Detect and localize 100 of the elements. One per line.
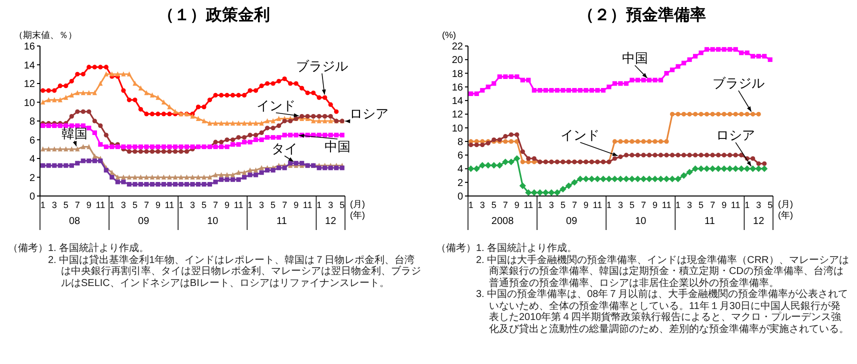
point bbox=[230, 142, 236, 147]
point bbox=[720, 165, 728, 172]
point bbox=[710, 152, 715, 158]
point bbox=[316, 166, 322, 170]
point bbox=[328, 132, 333, 138]
point bbox=[172, 149, 178, 154]
x-tick-label: 1 bbox=[606, 200, 612, 210]
point bbox=[474, 142, 479, 148]
point bbox=[98, 64, 103, 70]
point bbox=[202, 182, 206, 187]
point bbox=[138, 182, 144, 187]
x-tick-label: 11 bbox=[302, 200, 312, 210]
point bbox=[132, 149, 138, 154]
x-tick-label: 5 bbox=[132, 200, 138, 210]
point bbox=[739, 152, 744, 158]
point bbox=[693, 54, 698, 59]
point bbox=[716, 47, 721, 52]
point bbox=[630, 152, 634, 158]
point bbox=[80, 144, 86, 150]
point bbox=[322, 166, 328, 170]
point bbox=[709, 165, 716, 172]
x-tick-label: 11 bbox=[730, 200, 740, 210]
point bbox=[328, 114, 333, 119]
point bbox=[110, 144, 114, 150]
x-tick-label: 7 bbox=[710, 200, 716, 210]
point bbox=[80, 72, 86, 76]
point bbox=[248, 88, 252, 93]
point bbox=[46, 146, 51, 152]
point bbox=[58, 163, 62, 168]
x-tick-label: 3 bbox=[120, 200, 126, 210]
x-tick-label: 11 bbox=[592, 200, 602, 210]
point bbox=[611, 176, 618, 182]
point bbox=[733, 152, 738, 158]
point bbox=[213, 92, 218, 98]
point bbox=[687, 112, 692, 116]
point bbox=[190, 174, 195, 180]
y-tick-label: 22 bbox=[452, 42, 464, 52]
point bbox=[682, 60, 686, 66]
point bbox=[548, 189, 555, 196]
point bbox=[75, 109, 80, 114]
point bbox=[722, 47, 726, 52]
point bbox=[628, 176, 636, 182]
point bbox=[670, 112, 675, 116]
point bbox=[202, 174, 206, 180]
x-tick-label: 9 bbox=[652, 200, 658, 210]
x-tick-label: 7 bbox=[213, 200, 218, 210]
point bbox=[230, 137, 236, 142]
point bbox=[104, 64, 108, 70]
point bbox=[756, 54, 761, 59]
point bbox=[218, 144, 224, 150]
point bbox=[328, 102, 333, 107]
point bbox=[254, 167, 258, 173]
point bbox=[744, 112, 750, 116]
point bbox=[640, 176, 647, 182]
point bbox=[178, 182, 184, 187]
point bbox=[265, 135, 270, 140]
point bbox=[334, 166, 339, 170]
point bbox=[144, 112, 149, 116]
text: 3. 中国の預金準備率は、08年７月以前は、大手金融機関の預金準備率が公表されていないため、全体の預金準備率としている。11年１月30日に中国人民銀行が発表した2010年第４四半期貨幣政策執行報告によると、マクロ・プルーデンス強化及び貸出と流動性の総量調節のため、差別的な預金準備率が実施されている。 bbox=[475, 289, 850, 335]
point bbox=[526, 78, 531, 82]
point bbox=[288, 81, 293, 86]
point bbox=[254, 132, 258, 138]
point bbox=[121, 71, 126, 76]
point bbox=[698, 165, 704, 172]
point bbox=[630, 139, 634, 144]
point bbox=[52, 88, 57, 93]
point bbox=[224, 92, 230, 98]
point bbox=[115, 174, 120, 180]
point bbox=[196, 104, 201, 110]
point bbox=[259, 120, 264, 126]
point bbox=[663, 176, 670, 182]
point bbox=[750, 112, 756, 116]
point bbox=[288, 160, 293, 166]
point bbox=[150, 174, 155, 180]
series-label: インド bbox=[560, 127, 600, 142]
x-tick-label: 1 bbox=[468, 200, 474, 210]
point bbox=[316, 114, 322, 119]
point bbox=[526, 156, 531, 161]
x-tick-label: 3 bbox=[52, 200, 57, 210]
series-label: ブラジル bbox=[712, 76, 764, 91]
x-tick-label: 7 bbox=[572, 200, 577, 210]
x-tick-label: 5 bbox=[202, 200, 207, 210]
point bbox=[520, 160, 525, 164]
point bbox=[69, 78, 74, 84]
point bbox=[92, 130, 97, 136]
point bbox=[294, 81, 298, 86]
point bbox=[276, 135, 282, 140]
text: 08 bbox=[68, 216, 81, 227]
point bbox=[138, 174, 144, 180]
point bbox=[254, 120, 258, 126]
point bbox=[576, 176, 584, 182]
point bbox=[69, 92, 74, 98]
point bbox=[213, 172, 218, 178]
point bbox=[728, 47, 732, 52]
point bbox=[161, 144, 166, 150]
point bbox=[259, 170, 264, 175]
point bbox=[664, 139, 669, 144]
text: 10 bbox=[207, 216, 219, 227]
point bbox=[40, 99, 46, 105]
series-label: 中国 bbox=[324, 139, 351, 154]
